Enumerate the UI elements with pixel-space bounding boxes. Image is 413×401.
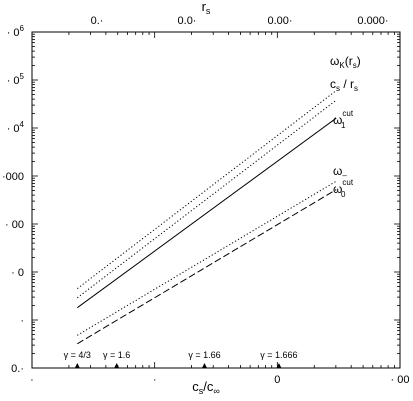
series-labels: ωK(rs) cs / rs ωcut 1 ω–ωcut 0 — [330, 54, 361, 199]
series-label: ω– — [333, 164, 347, 180]
x2-tick-label: 0.0· — [178, 15, 197, 27]
series-line — [77, 180, 337, 336]
x-axis-label: cs/c∞ — [192, 379, 220, 396]
gamma-label: γ = 1.6 — [103, 350, 130, 360]
y-tick-label: · 0 — [11, 267, 24, 279]
series-line — [77, 189, 337, 345]
x-tick-label: 0 — [274, 374, 280, 386]
gamma-marker — [276, 363, 282, 368]
tick-labels: 0.· · · 0 · 00 ·000 · 04 · 05 · 06 · · 0 · 00 0.· 0.0… — [2, 15, 410, 386]
gamma-label: γ = 4/3 — [64, 350, 91, 360]
axis-ticks — [31, 32, 400, 369]
x2-tick-label: 0.00· — [267, 15, 292, 27]
gamma-marker — [202, 363, 207, 368]
series-line — [76, 99, 337, 299]
gamma-label: γ = 1.66 — [188, 350, 220, 360]
series-label: cs / rs — [330, 77, 358, 93]
gamma-markers: γ = 4/3 γ = 1.6 γ = 1.66 γ = 1.666 — [64, 350, 298, 368]
series-line — [77, 117, 337, 309]
y-tick-label: · 00 — [5, 219, 24, 231]
gamma-marker — [74, 363, 80, 368]
x-tick-label: · — [153, 374, 157, 386]
x2-axis-label: rs — [202, 0, 211, 16]
series-label: ωK(rs) — [330, 54, 361, 70]
y-tick-label: · 04 — [7, 120, 25, 135]
gamma-label: γ = 1.666 — [260, 350, 297, 360]
x-tick-label: · 00 — [391, 374, 410, 386]
series-line — [76, 90, 337, 289]
series-label: ωcut 0 — [333, 178, 354, 199]
y-tick-label: ·000 — [2, 171, 24, 183]
y-tick-label: · — [20, 315, 24, 327]
x2-tick-label: 0.· — [91, 15, 104, 27]
series-lines — [76, 90, 337, 345]
y-tick-label: · 05 — [7, 72, 25, 87]
plot-frame — [31, 31, 401, 369]
gamma-marker — [114, 363, 120, 368]
series-label: ωcut 1 — [333, 109, 354, 130]
x-tick-label: · — [30, 374, 34, 386]
x2-tick-label: 0.000· — [357, 15, 388, 27]
y-tick-label: 0.· — [11, 363, 24, 375]
y-tick-label: · 06 — [7, 24, 25, 39]
